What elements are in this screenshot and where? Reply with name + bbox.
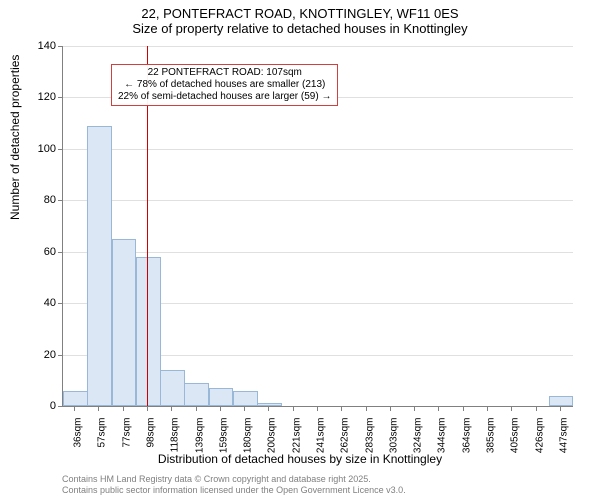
- y-ticks: 020406080100120140: [0, 46, 62, 406]
- footer-line1: Contains HM Land Registry data © Crown c…: [62, 474, 406, 485]
- x-tick-mark: [147, 406, 148, 411]
- y-tick-label: 60: [28, 246, 56, 258]
- x-tick-label: 118sqm: [170, 418, 181, 453]
- y-tick-label: 100: [28, 143, 56, 155]
- x-tick-mark: [220, 406, 221, 411]
- x-tick-mark: [98, 406, 99, 411]
- x-tick-label: 98sqm: [146, 418, 157, 448]
- histogram-bar: [184, 383, 209, 406]
- gridline: [63, 149, 573, 150]
- chart-container: 22, PONTEFRACT ROAD, KNOTTINGLEY, WF11 0…: [0, 0, 600, 500]
- x-tick-mark: [390, 406, 391, 411]
- y-tick-label: 40: [28, 297, 56, 309]
- annotation-line1: 22 PONTEFRACT ROAD: 107sqm: [118, 67, 331, 79]
- gridline: [63, 200, 573, 201]
- footer-attribution: Contains HM Land Registry data © Crown c…: [62, 474, 406, 496]
- title-block: 22, PONTEFRACT ROAD, KNOTTINGLEY, WF11 0…: [0, 0, 600, 36]
- annotation-line3: 22% of semi-detached houses are larger (…: [118, 91, 331, 103]
- x-tick-mark: [123, 406, 124, 411]
- plot-area: 22 PONTEFRACT ROAD: 107sqm ← 78% of deta…: [62, 46, 573, 407]
- x-tick-label: 221sqm: [291, 418, 302, 454]
- y-tick-label: 80: [28, 194, 56, 206]
- x-tick-label: 77sqm: [121, 418, 132, 448]
- footer-line2: Contains public sector information licen…: [62, 485, 406, 496]
- x-tick-label: 241sqm: [316, 418, 327, 454]
- histogram-bar: [112, 239, 137, 406]
- histogram-bar: [87, 126, 112, 406]
- histogram-bar: [136, 257, 161, 406]
- y-tick-label: 120: [28, 91, 56, 103]
- x-tick-mark: [366, 406, 367, 411]
- y-tick-label: 0: [28, 400, 56, 412]
- x-tick-mark: [560, 406, 561, 411]
- histogram-bar: [160, 370, 185, 406]
- x-tick-label: 447sqm: [558, 418, 569, 454]
- x-tick-label: 324sqm: [413, 418, 424, 454]
- chart-title-line2: Size of property relative to detached ho…: [0, 21, 600, 36]
- x-tick-label: 405sqm: [510, 418, 521, 454]
- annotation-box: 22 PONTEFRACT ROAD: 107sqm ← 78% of deta…: [111, 64, 338, 106]
- x-tick-label: 344sqm: [437, 418, 448, 454]
- x-tick-label: 200sqm: [267, 418, 278, 454]
- histogram-bar: [233, 391, 258, 406]
- histogram-bar: [63, 391, 88, 406]
- gridline: [63, 252, 573, 253]
- x-tick-mark: [74, 406, 75, 411]
- x-tick-label: 262sqm: [340, 418, 351, 454]
- histogram-bar: [209, 388, 234, 406]
- x-tick-label: 57sqm: [97, 418, 108, 448]
- x-tick-label: 303sqm: [388, 418, 399, 454]
- x-tick-mark: [341, 406, 342, 411]
- x-tick-label: 283sqm: [364, 418, 375, 454]
- x-tick-mark: [414, 406, 415, 411]
- x-tick-mark: [536, 406, 537, 411]
- x-tick-label: 364sqm: [461, 418, 472, 454]
- x-tick-mark: [511, 406, 512, 411]
- x-axis-label: Distribution of detached houses by size …: [0, 452, 600, 466]
- x-tick-mark: [487, 406, 488, 411]
- y-tick-label: 140: [28, 40, 56, 52]
- x-ticks: 36sqm 57sqm 77sqm 98sqm 118sqm 139sqm 159sqm 18…: [62, 406, 572, 452]
- x-tick-mark: [293, 406, 294, 411]
- x-tick-label: 159sqm: [218, 418, 229, 454]
- x-tick-mark: [438, 406, 439, 411]
- x-tick-mark: [171, 406, 172, 411]
- gridline: [63, 46, 573, 47]
- chart-title-line1: 22, PONTEFRACT ROAD, KNOTTINGLEY, WF11 0…: [0, 6, 600, 21]
- histogram-bar: [549, 396, 574, 406]
- x-tick-label: 180sqm: [243, 418, 254, 454]
- y-tick-label: 20: [28, 349, 56, 361]
- x-tick-mark: [268, 406, 269, 411]
- x-tick-label: 36sqm: [73, 418, 84, 448]
- x-tick-label: 385sqm: [486, 418, 497, 454]
- x-tick-label: 426sqm: [534, 418, 545, 454]
- x-tick-label: 139sqm: [194, 418, 205, 454]
- x-tick-mark: [196, 406, 197, 411]
- x-tick-mark: [463, 406, 464, 411]
- annotation-line2: ← 78% of detached houses are smaller (21…: [118, 79, 331, 91]
- x-tick-mark: [317, 406, 318, 411]
- x-tick-mark: [244, 406, 245, 411]
